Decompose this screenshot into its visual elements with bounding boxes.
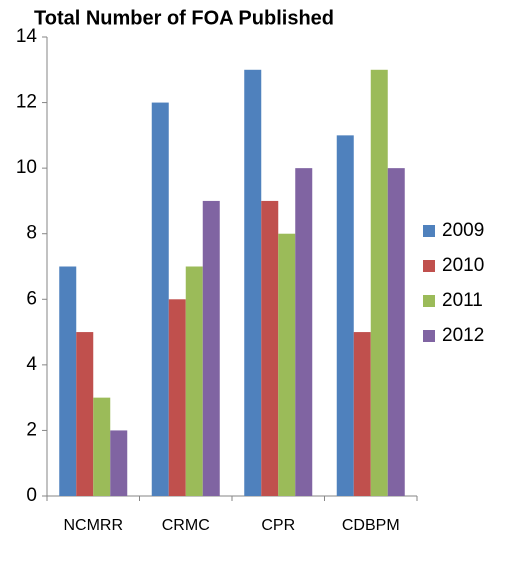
bar <box>295 168 313 496</box>
bar <box>59 266 77 496</box>
x-tick-label: CDBPM <box>342 517 400 534</box>
y-tick-label: 2 <box>26 419 37 440</box>
bar <box>336 135 354 496</box>
y-tick-label: 6 <box>26 288 37 309</box>
bar <box>261 200 279 496</box>
x-tick-label: CPR <box>261 517 295 534</box>
y-tick-label: 14 <box>16 26 38 47</box>
bar <box>278 233 296 496</box>
bar <box>110 430 128 496</box>
bar <box>185 266 203 496</box>
legend-swatch <box>423 260 435 272</box>
bar <box>168 299 186 496</box>
bar <box>387 168 405 496</box>
x-tick-label: NCMRR <box>63 517 123 534</box>
legend-label: 2010 <box>442 255 484 276</box>
bar <box>93 397 111 496</box>
x-tick-label: CRMC <box>162 517 210 534</box>
bar <box>151 102 169 497</box>
legend-swatch <box>423 330 435 342</box>
y-tick-label: 0 <box>26 485 37 506</box>
y-tick-label: 12 <box>16 92 37 113</box>
legend-swatch <box>423 295 435 307</box>
bar <box>202 200 220 496</box>
legend-label: 2011 <box>442 290 483 311</box>
legend-label: 2012 <box>442 325 484 346</box>
y-tick-label: 10 <box>16 157 37 178</box>
bar <box>370 69 388 497</box>
y-tick-label: 8 <box>26 223 37 244</box>
bar <box>353 332 371 496</box>
legend-swatch <box>423 225 435 237</box>
y-tick-label: 4 <box>26 354 37 375</box>
legend-label: 2009 <box>442 220 484 241</box>
bar <box>244 69 262 497</box>
chart-title: Total Number of FOA Published <box>34 7 334 29</box>
bar <box>76 332 94 496</box>
